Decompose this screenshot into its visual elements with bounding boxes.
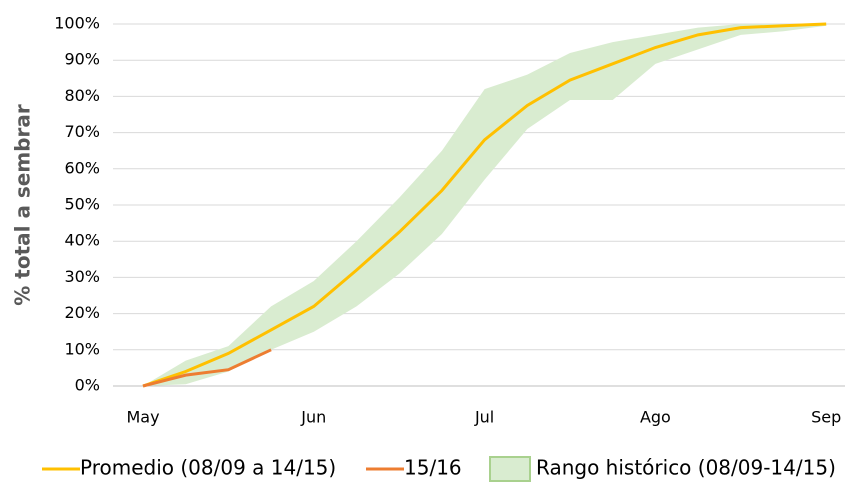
x-tick-label: Jul — [474, 408, 494, 427]
y-axis-title: % total a sembrar — [11, 104, 35, 306]
x-tick-label: Ago — [640, 408, 671, 427]
x-tick-label: Sep — [811, 408, 841, 427]
y-tick-label: 20% — [64, 303, 100, 322]
legend-label: 15/16 — [404, 456, 462, 480]
y-tick-label: 50% — [64, 195, 100, 214]
x-tick-label: Jun — [300, 408, 326, 427]
range-band — [143, 24, 827, 386]
y-tick-label: 80% — [64, 86, 100, 105]
series-line — [142, 22, 827, 388]
legend-swatch — [489, 456, 531, 482]
y-tick-label: 70% — [64, 122, 100, 141]
y-tick-label: 60% — [64, 158, 100, 177]
y-tick-label: 100% — [54, 14, 100, 33]
series-line — [142, 348, 272, 388]
x-tick-label: May — [126, 408, 159, 427]
y-tick-label: 90% — [64, 50, 100, 69]
y-tick-label: 40% — [64, 231, 100, 250]
y-tick-label: 0% — [75, 376, 100, 395]
y-tick-label: 10% — [64, 339, 100, 358]
y-tick-label: 30% — [64, 267, 100, 286]
legend-label: Rango histórico (08/09-14/15) — [536, 456, 836, 480]
legend-label: Promedio (08/09 a 14/15) — [80, 456, 336, 480]
